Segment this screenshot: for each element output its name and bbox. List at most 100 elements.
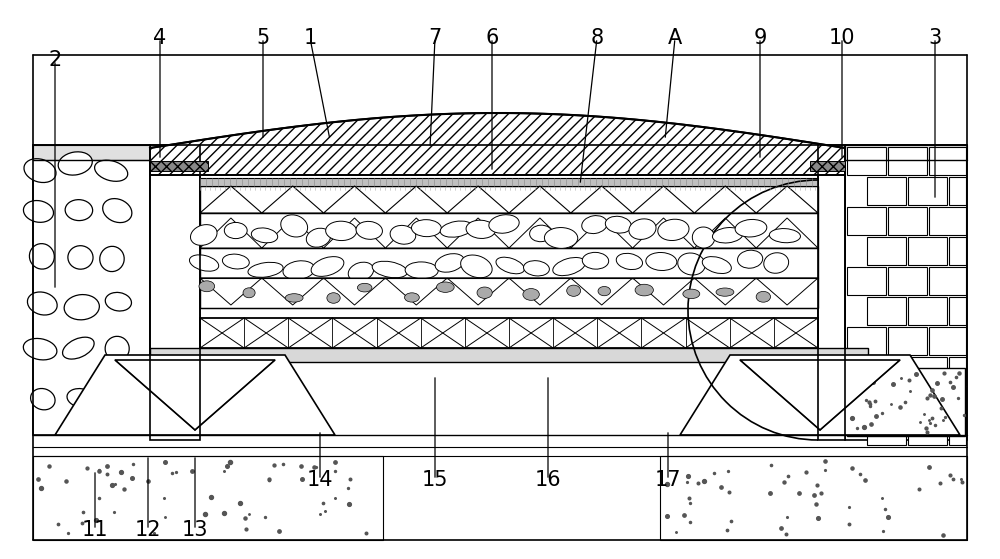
Text: 8: 8 xyxy=(590,28,604,48)
Bar xyxy=(949,177,966,205)
Text: 17: 17 xyxy=(655,470,681,490)
Bar xyxy=(867,297,906,325)
Polygon shape xyxy=(694,278,756,305)
Text: 9: 9 xyxy=(753,28,767,48)
Ellipse shape xyxy=(756,291,771,302)
Ellipse shape xyxy=(357,283,372,292)
Ellipse shape xyxy=(281,215,308,237)
Polygon shape xyxy=(262,218,324,248)
Ellipse shape xyxy=(436,282,454,292)
Text: 6: 6 xyxy=(485,28,499,48)
Ellipse shape xyxy=(103,198,132,222)
Polygon shape xyxy=(385,218,447,248)
Polygon shape xyxy=(385,186,447,213)
Ellipse shape xyxy=(95,160,128,181)
Ellipse shape xyxy=(68,246,93,269)
Ellipse shape xyxy=(435,254,464,272)
Ellipse shape xyxy=(251,228,278,243)
Polygon shape xyxy=(262,186,324,213)
Bar xyxy=(949,417,966,445)
Ellipse shape xyxy=(327,293,340,304)
Bar xyxy=(929,267,966,295)
Ellipse shape xyxy=(683,289,700,299)
Bar xyxy=(949,237,966,265)
Ellipse shape xyxy=(658,219,689,240)
Ellipse shape xyxy=(489,215,519,233)
Text: 3: 3 xyxy=(928,28,942,48)
Bar xyxy=(847,267,886,295)
Ellipse shape xyxy=(285,293,303,302)
Polygon shape xyxy=(150,113,845,175)
Polygon shape xyxy=(447,218,509,248)
Ellipse shape xyxy=(190,225,217,245)
Polygon shape xyxy=(324,218,385,248)
Polygon shape xyxy=(756,186,818,213)
Bar xyxy=(150,348,868,362)
Polygon shape xyxy=(571,278,633,305)
Ellipse shape xyxy=(67,389,95,408)
Ellipse shape xyxy=(98,386,129,411)
Text: 10: 10 xyxy=(829,28,855,48)
Bar xyxy=(908,297,947,325)
Ellipse shape xyxy=(199,281,215,292)
Ellipse shape xyxy=(716,288,734,296)
Polygon shape xyxy=(324,186,385,213)
Polygon shape xyxy=(694,186,756,213)
Text: 7: 7 xyxy=(428,28,442,48)
Bar xyxy=(660,456,967,540)
Ellipse shape xyxy=(356,221,382,239)
Ellipse shape xyxy=(348,262,374,281)
Text: 15: 15 xyxy=(422,470,448,490)
Polygon shape xyxy=(756,278,818,305)
Text: 12: 12 xyxy=(135,520,161,540)
Bar xyxy=(908,177,947,205)
Polygon shape xyxy=(200,186,262,213)
Bar xyxy=(867,237,906,265)
Bar xyxy=(908,357,947,385)
Polygon shape xyxy=(633,218,694,248)
Ellipse shape xyxy=(27,292,57,315)
Bar xyxy=(200,278,818,308)
Ellipse shape xyxy=(243,288,255,298)
Ellipse shape xyxy=(390,225,416,244)
Ellipse shape xyxy=(306,228,331,247)
Bar xyxy=(200,213,818,248)
Bar xyxy=(908,237,947,265)
Bar xyxy=(200,178,818,186)
Bar xyxy=(200,186,818,213)
Polygon shape xyxy=(509,278,571,305)
Ellipse shape xyxy=(248,262,283,277)
Ellipse shape xyxy=(764,253,789,273)
Polygon shape xyxy=(447,186,509,213)
Bar xyxy=(845,145,967,160)
Ellipse shape xyxy=(63,337,94,359)
Bar xyxy=(888,207,927,235)
Polygon shape xyxy=(571,186,633,213)
Bar xyxy=(929,327,966,355)
Bar xyxy=(33,55,967,540)
Text: 16: 16 xyxy=(535,470,561,490)
Bar xyxy=(929,207,966,235)
Ellipse shape xyxy=(635,285,653,296)
Polygon shape xyxy=(509,186,571,213)
Ellipse shape xyxy=(222,254,249,269)
Ellipse shape xyxy=(769,229,800,243)
Bar xyxy=(847,368,965,436)
Bar xyxy=(929,387,966,415)
Polygon shape xyxy=(571,218,633,248)
Ellipse shape xyxy=(405,262,438,279)
Bar xyxy=(818,145,845,440)
Bar xyxy=(33,145,150,435)
Ellipse shape xyxy=(616,253,643,269)
Bar xyxy=(150,161,208,171)
Polygon shape xyxy=(385,278,447,305)
Ellipse shape xyxy=(440,221,473,237)
Text: 2: 2 xyxy=(48,50,62,70)
Bar xyxy=(888,387,927,415)
Text: 11: 11 xyxy=(82,520,108,540)
Polygon shape xyxy=(55,355,335,435)
Bar xyxy=(847,387,886,415)
Ellipse shape xyxy=(629,219,656,239)
Polygon shape xyxy=(447,278,509,305)
Ellipse shape xyxy=(189,255,219,271)
